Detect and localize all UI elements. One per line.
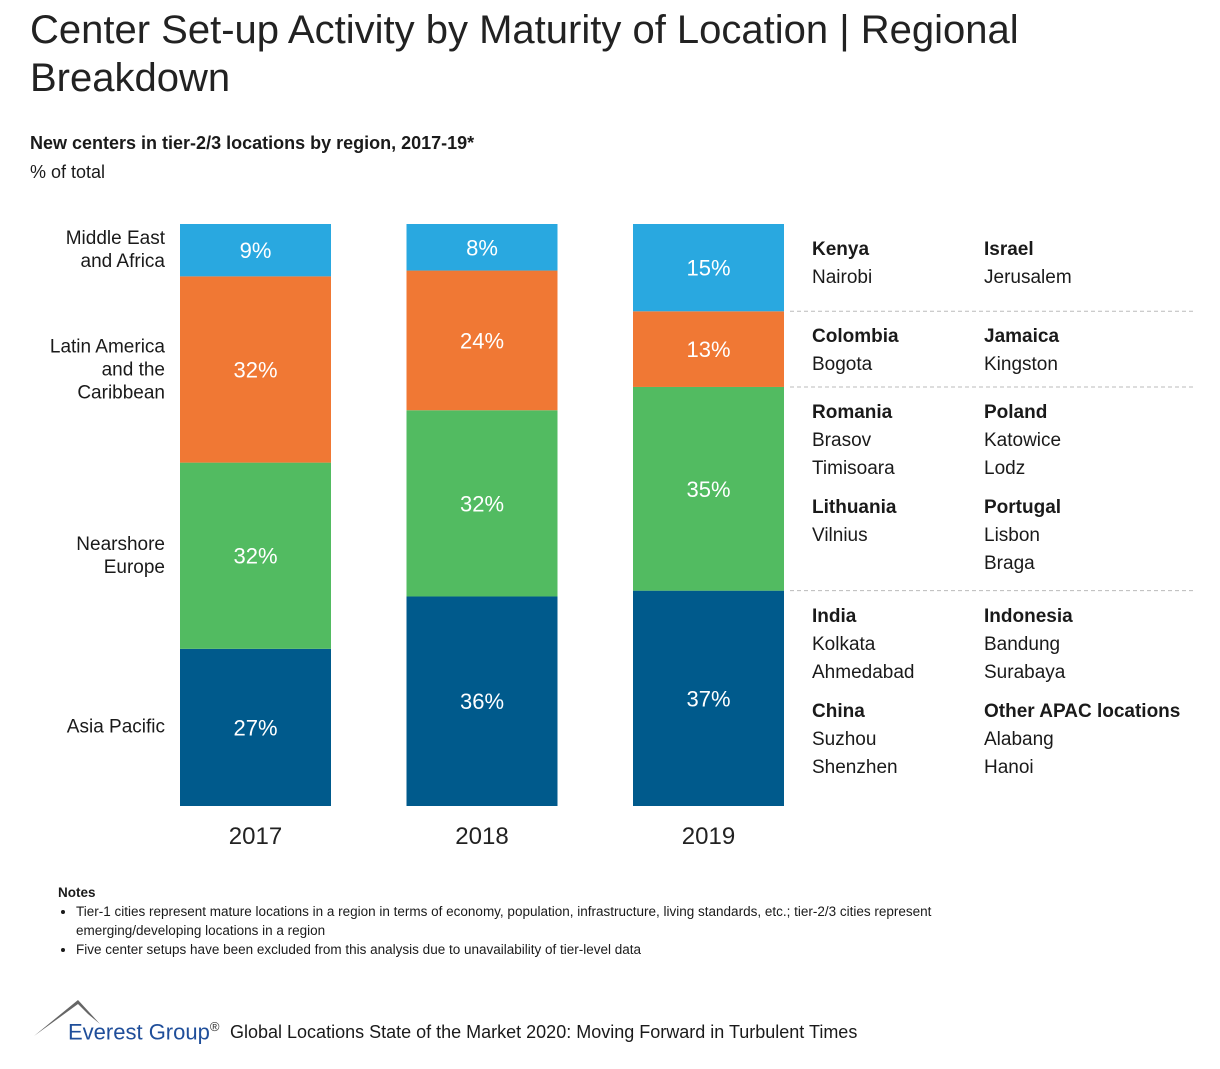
country: India xyxy=(812,605,857,627)
country: Lithuania xyxy=(812,496,897,518)
country: Portugal xyxy=(984,496,1062,518)
x-tick-label: 2017 xyxy=(229,823,282,850)
location-entry: China Suzhou Shenzhen xyxy=(812,698,898,782)
brand-name: Everest Group xyxy=(68,1019,210,1045)
location-entry: Poland Katowice Lodz xyxy=(984,399,1061,483)
note: Five center setups have been excluded fr… xyxy=(76,940,1008,959)
title: Center Set-up Activity by Maturity of Lo… xyxy=(30,8,1019,100)
city: Brasov xyxy=(812,429,872,451)
country: Indonesia xyxy=(984,605,1073,627)
location-entry: Indonesia Bandung Surabaya xyxy=(984,603,1073,687)
notes-heading: Notes xyxy=(58,885,96,900)
country: Jamaica xyxy=(984,326,1060,348)
bar-segment xyxy=(180,648,331,806)
location-entry: Portugal Lisbon Braga xyxy=(984,494,1061,578)
value-label: 36% xyxy=(460,689,504,714)
bar-segment xyxy=(406,270,558,411)
subtitle: New centers in tier-2/3 locations by reg… xyxy=(30,133,475,153)
value-label: 9% xyxy=(240,238,272,263)
bar-segment xyxy=(406,596,558,806)
bar-segment xyxy=(180,462,331,649)
location-entry: Other APAC locations Alabang Hanoi xyxy=(984,698,1180,782)
bar-segment xyxy=(633,386,784,591)
location-entry: Lithuania Vilnius xyxy=(812,494,896,550)
bar-segment xyxy=(406,410,558,597)
city: Hanoi xyxy=(984,756,1034,778)
bar-segment xyxy=(180,224,331,277)
footer-text: Global Locations State of the Market 202… xyxy=(230,1022,858,1042)
legend-label: Latin America and the Caribbean xyxy=(49,336,165,403)
city: Vilnius xyxy=(812,524,868,546)
city: Braga xyxy=(984,552,1035,574)
city: Bogota xyxy=(812,354,873,376)
country: Other APAC locations xyxy=(984,700,1181,722)
bar-segment xyxy=(180,276,331,463)
city: Katowice xyxy=(984,429,1062,451)
location-entry: Kenya Nairobi xyxy=(812,236,872,292)
value-label: 32% xyxy=(233,358,277,383)
brand: Everest Group® xyxy=(68,1019,219,1045)
value-label: 27% xyxy=(233,715,277,740)
city: Bandung xyxy=(984,633,1061,655)
legend-label: Asia Pacific xyxy=(66,716,165,738)
note: Tier-1 cities represent mature locations… xyxy=(76,902,1008,940)
value-label: 24% xyxy=(460,328,504,353)
location-entry: Colombia Bogota xyxy=(812,323,899,379)
value-label: 35% xyxy=(686,477,730,502)
x-tick-label: 2019 xyxy=(682,823,735,850)
legend-label: Nearshore Europe xyxy=(76,533,165,578)
logo-mark xyxy=(34,1000,100,1036)
location-entry: India Kolkata Ahmedabad xyxy=(812,603,914,687)
city: Surabaya xyxy=(984,661,1066,683)
bar-segment xyxy=(633,224,784,312)
city: Jerusalem xyxy=(984,267,1072,288)
notes: Notes Tier-1 cities represent mature loc… xyxy=(58,883,1008,959)
location-entry: Jamaica Kingston xyxy=(984,323,1059,379)
legend-label: Middle East and Africa xyxy=(65,228,165,273)
country: Kenya xyxy=(812,239,870,260)
city: Lodz xyxy=(984,457,1026,479)
country: China xyxy=(812,700,865,722)
value-label: 15% xyxy=(686,256,730,281)
value-label: 13% xyxy=(686,337,730,362)
city: Suzhou xyxy=(812,728,877,750)
notes-list: Tier-1 cities represent mature locations… xyxy=(58,902,1008,959)
unit-label: % of total xyxy=(30,162,106,182)
bar-segment xyxy=(633,311,784,387)
bar-segment xyxy=(406,224,558,271)
city: Alabang xyxy=(984,728,1054,750)
city: Timisoara xyxy=(812,457,895,479)
country: Colombia xyxy=(812,326,899,348)
brand-mark: ® xyxy=(209,1019,220,1034)
x-tick-label: 2018 xyxy=(455,823,508,850)
value-label: 37% xyxy=(686,686,730,711)
location-entry: Romania Brasov Timisoara xyxy=(812,399,895,483)
value-label: 32% xyxy=(460,491,504,516)
city: Ahmedabad xyxy=(812,661,915,683)
country: Romania xyxy=(812,401,893,423)
bar-segment xyxy=(633,590,784,806)
city: Kolkata xyxy=(812,633,876,655)
city: Nairobi xyxy=(812,267,873,288)
value-label: 8% xyxy=(466,235,498,260)
city: Lisbon xyxy=(984,524,1040,546)
location-entry: Israel Jerusalem xyxy=(984,236,1072,292)
city: Shenzhen xyxy=(812,756,898,778)
country: Poland xyxy=(984,401,1048,423)
city: Kingston xyxy=(984,354,1058,376)
country: Israel xyxy=(984,239,1034,260)
value-label: 32% xyxy=(233,544,277,569)
